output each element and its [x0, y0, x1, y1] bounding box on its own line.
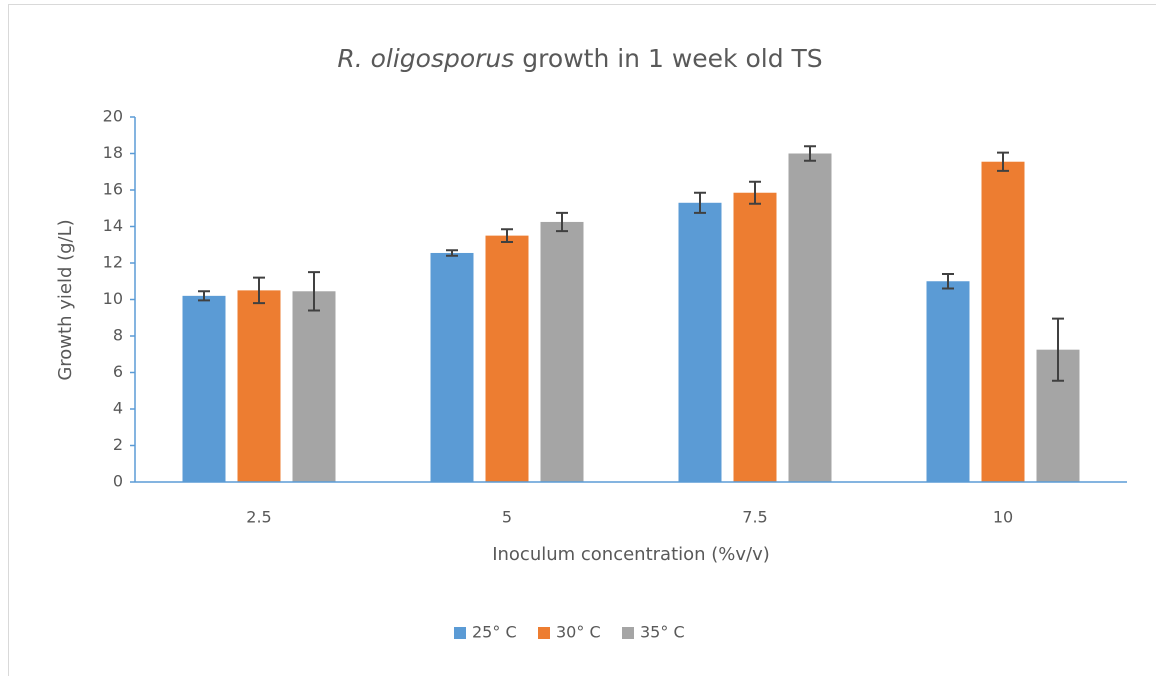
x-tick-label: 7.5 [742, 508, 767, 527]
y-tick-label: 6 [113, 362, 123, 381]
bar [926, 281, 970, 482]
x-tick-label: 10 [993, 508, 1013, 527]
y-tick-label: 18 [103, 143, 123, 162]
x-tick-label: 2.5 [246, 508, 271, 527]
bar [981, 161, 1025, 482]
error-bar [804, 145, 816, 162]
y-tick-label: 8 [113, 326, 123, 345]
bar [678, 202, 722, 482]
error-bar [694, 191, 706, 214]
bar [430, 252, 474, 482]
error-bar [308, 271, 320, 312]
bar [788, 153, 832, 482]
title-italic: R. oligosporus [337, 44, 514, 73]
legend-label: 35° C [640, 623, 685, 642]
error-bar [501, 228, 513, 244]
y-tick-label: 0 [113, 472, 123, 491]
legend-swatch [454, 627, 466, 639]
bar [237, 290, 281, 482]
title-rest: growth in 1 week old TS [522, 44, 822, 73]
error-bar [1052, 317, 1064, 382]
error-bar [749, 180, 761, 205]
bar [485, 235, 529, 482]
y-tick-label: 2 [113, 435, 123, 454]
bar [733, 192, 777, 483]
error-bar [198, 290, 210, 302]
error-bar [556, 211, 568, 233]
y-tick-label: 14 [103, 216, 123, 235]
chart-title: R. oligosporus growth in 1 week old TS [337, 44, 822, 73]
y-tick-label: 10 [103, 289, 123, 308]
bar [182, 295, 226, 482]
y-tick-label: 12 [103, 253, 123, 272]
y-tick-label: 20 [103, 107, 123, 126]
error-bar [446, 249, 458, 257]
x-axis-label: Inoculum concentration (%v/v) [492, 544, 770, 565]
y-tick-label: 16 [103, 180, 123, 199]
legend-swatch [622, 627, 634, 639]
x-tick-label: 5 [502, 508, 512, 527]
error-bar [253, 276, 265, 305]
y-axis-label: Growth yield (g/L) [55, 219, 76, 380]
bar [540, 221, 584, 482]
bar [292, 291, 336, 482]
error-bar [942, 272, 954, 290]
legend-label: 25° C [472, 623, 517, 642]
legend-label: 30° C [556, 623, 601, 642]
legend-swatch [538, 627, 550, 639]
error-bar [997, 151, 1009, 172]
y-tick-label: 4 [113, 399, 123, 418]
